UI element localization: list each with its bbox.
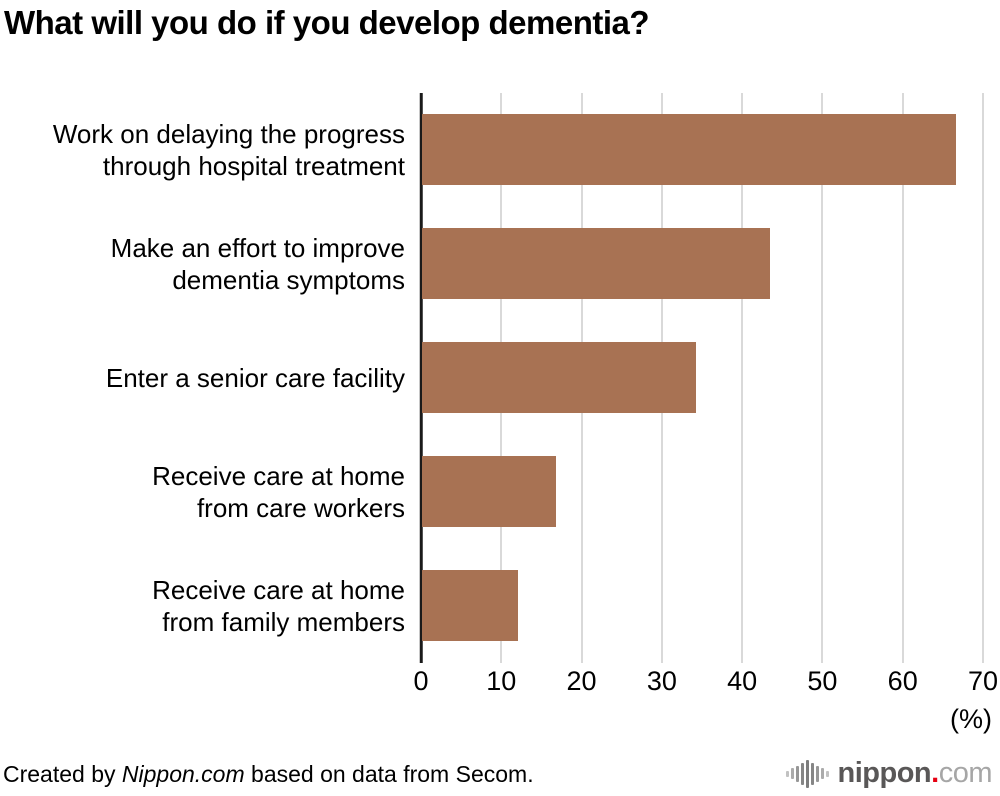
x-tick-label: 40 bbox=[727, 666, 758, 696]
soundwave-bar bbox=[786, 770, 789, 777]
x-axis-tick-labels: 0 10 20 30 40 50 60 70 bbox=[413, 666, 998, 700]
soundwave-bar bbox=[821, 768, 824, 779]
x-tick-label: 60 bbox=[887, 666, 918, 696]
x-tick-label: 10 bbox=[486, 666, 517, 696]
logo-text-com: com bbox=[938, 757, 993, 789]
chart-title: What will you do if you develop dementia… bbox=[4, 4, 650, 41]
logo-text-nippon: nippon bbox=[837, 757, 932, 789]
bar-rows: Work on delaying the progress through ho… bbox=[0, 93, 1000, 663]
x-tick-label: 0 bbox=[413, 666, 429, 696]
soundwave-bar bbox=[811, 762, 814, 785]
category-label: Make an effort to improve dementia sympt… bbox=[110, 233, 405, 295]
x-tick-label: 70 bbox=[967, 666, 999, 696]
credit-source: Nippon.com bbox=[121, 761, 245, 787]
soundwave-bar bbox=[826, 770, 829, 777]
credit-suffix: based on data from Secom. bbox=[244, 761, 534, 787]
chart-row: Receive care at home from family members bbox=[0, 549, 1000, 663]
soundwave-bar bbox=[801, 762, 804, 785]
bar-hospital-treatment bbox=[422, 114, 956, 185]
chart-row: Enter a senior care facility bbox=[0, 321, 1000, 435]
chart-row: Work on delaying the progress through ho… bbox=[0, 93, 1000, 207]
chart-row: Receive care at home from care workers bbox=[0, 435, 1000, 549]
x-tick-label: 30 bbox=[646, 666, 677, 696]
category-label: Receive care at home from family members bbox=[152, 575, 405, 637]
soundwave-bar bbox=[806, 759, 809, 788]
soundwave-bar bbox=[796, 765, 799, 782]
x-axis-unit-label: (%) bbox=[950, 704, 992, 734]
soundwave-bar bbox=[791, 768, 794, 779]
nippon-com-logo: nippon. com bbox=[786, 757, 993, 790]
credit-prefix: Created by bbox=[3, 761, 122, 787]
credit-line: Created by Nippon.com based on data from… bbox=[3, 761, 534, 788]
category-label: Receive care at home from care workers bbox=[152, 461, 405, 523]
soundwave-bar bbox=[816, 765, 819, 782]
x-tick-label: 50 bbox=[807, 666, 838, 696]
chart-row: Make an effort to improve dementia sympt… bbox=[0, 207, 1000, 321]
soundwave-bars-icon bbox=[786, 758, 829, 790]
logo-dot: . bbox=[931, 757, 939, 789]
bar-improve-symptoms bbox=[422, 228, 771, 299]
category-label: Enter a senior care facility bbox=[105, 363, 405, 393]
category-label: Work on delaying the progress through ho… bbox=[52, 119, 405, 181]
x-tick-label: 20 bbox=[566, 666, 597, 696]
bar-care-workers bbox=[422, 456, 557, 527]
bar-senior-care-facility bbox=[422, 342, 696, 413]
bar-family-members bbox=[422, 570, 519, 641]
